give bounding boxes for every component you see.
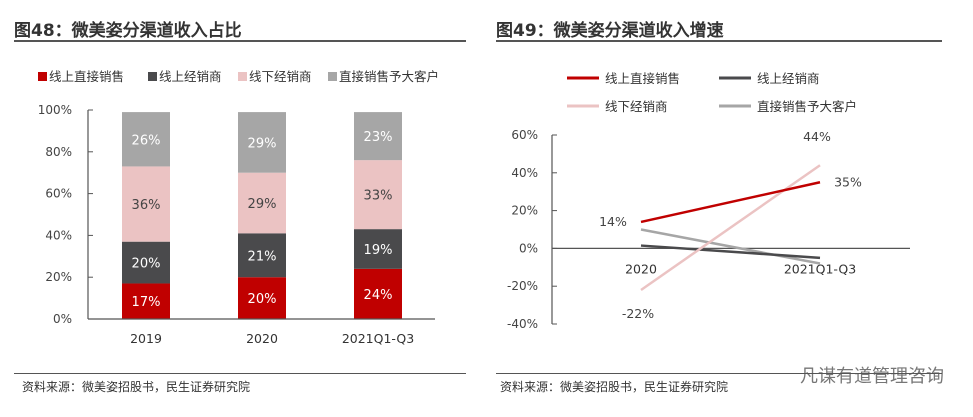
bar-segment bbox=[354, 229, 402, 269]
bar-segment bbox=[238, 112, 286, 173]
right-source: 资料来源：微美姿招股书，民生证券研究院 bbox=[500, 380, 729, 394]
legend-label: 线下经销商 bbox=[605, 99, 668, 114]
right-title-rule bbox=[496, 40, 942, 42]
y-tick-label: 40% bbox=[45, 228, 72, 242]
left-footer-rule bbox=[14, 373, 466, 374]
bar-segment bbox=[122, 166, 170, 242]
data-label: 20% bbox=[248, 292, 277, 307]
legend-swatch bbox=[238, 72, 247, 81]
data-label: 35% bbox=[834, 174, 862, 189]
legend-label: 线下经销商 bbox=[249, 69, 312, 84]
y-tick-label: -40% bbox=[507, 317, 538, 331]
legend-swatch bbox=[38, 72, 47, 81]
data-label: 44% bbox=[803, 129, 831, 144]
data-label: 24% bbox=[364, 288, 393, 303]
y-tick-label: 80% bbox=[45, 145, 72, 159]
data-label: 21% bbox=[248, 249, 277, 264]
data-label: 23% bbox=[364, 130, 393, 145]
bar-segment bbox=[354, 160, 402, 230]
data-label: 29% bbox=[248, 136, 277, 151]
watermark: 凡谋有道管理咨询 bbox=[800, 366, 944, 387]
y-tick-label: 0% bbox=[53, 312, 72, 326]
series-line bbox=[640, 164, 821, 292]
y-tick-label: 20% bbox=[511, 204, 538, 218]
y-tick-label: 20% bbox=[45, 270, 72, 284]
legend-swatch bbox=[148, 72, 157, 81]
data-label: -22% bbox=[622, 306, 654, 321]
y-tick-label: 0% bbox=[519, 241, 538, 255]
series-line bbox=[640, 228, 821, 265]
y-tick-label: -20% bbox=[507, 279, 538, 293]
y-tick-label: 100% bbox=[38, 103, 72, 117]
data-label: 36% bbox=[132, 198, 161, 213]
data-label: 26% bbox=[132, 133, 161, 148]
right-footer-rule bbox=[496, 373, 942, 374]
legend-label: 线上经销商 bbox=[757, 71, 820, 86]
bar-segment bbox=[122, 241, 170, 284]
data-label: 19% bbox=[364, 243, 393, 258]
x-tick-label: 2020 bbox=[246, 331, 278, 346]
legend-label: 线上直接销售 bbox=[49, 69, 124, 84]
left-source: 资料来源：微美姿招股书，民生证券研究院 bbox=[22, 380, 251, 394]
x-tick-label: 2019 bbox=[130, 331, 162, 346]
legend-swatch bbox=[328, 72, 337, 81]
data-label: 20% bbox=[132, 257, 161, 272]
bar-segment bbox=[238, 172, 286, 234]
bar-segment bbox=[354, 268, 402, 319]
legend-label: 直接销售予大客户 bbox=[339, 69, 439, 84]
y-tick-label: 40% bbox=[511, 166, 538, 180]
bar-segment bbox=[238, 277, 286, 319]
left-title-rule bbox=[14, 40, 466, 42]
y-tick-label: 60% bbox=[45, 187, 72, 201]
bar-segment bbox=[354, 112, 402, 161]
legend-label: 线上经销商 bbox=[159, 69, 222, 84]
x-tick-label: 2021Q1-Q3 bbox=[342, 331, 414, 346]
right-chart-title: 图49：微美姿分渠道收入增速 bbox=[496, 21, 724, 41]
bar-segment bbox=[122, 283, 170, 319]
legend-label: 线上直接销售 bbox=[605, 71, 680, 86]
series-line bbox=[640, 244, 821, 260]
data-label: 14% bbox=[599, 214, 627, 229]
legend-label: 直接销售予大客户 bbox=[757, 99, 857, 114]
x-tick-label: 2020 bbox=[625, 261, 657, 276]
series-line bbox=[640, 181, 821, 224]
y-tick-label: 60% bbox=[511, 128, 538, 142]
data-label: 29% bbox=[248, 197, 277, 212]
data-label: 17% bbox=[132, 295, 161, 310]
bar-segment bbox=[238, 233, 286, 278]
x-tick-label: 2021Q1-Q3 bbox=[784, 261, 856, 276]
left-chart-title: 图48：微美姿分渠道收入占比 bbox=[14, 21, 242, 41]
bar-segment bbox=[122, 112, 170, 167]
data-label: 33% bbox=[364, 189, 393, 204]
